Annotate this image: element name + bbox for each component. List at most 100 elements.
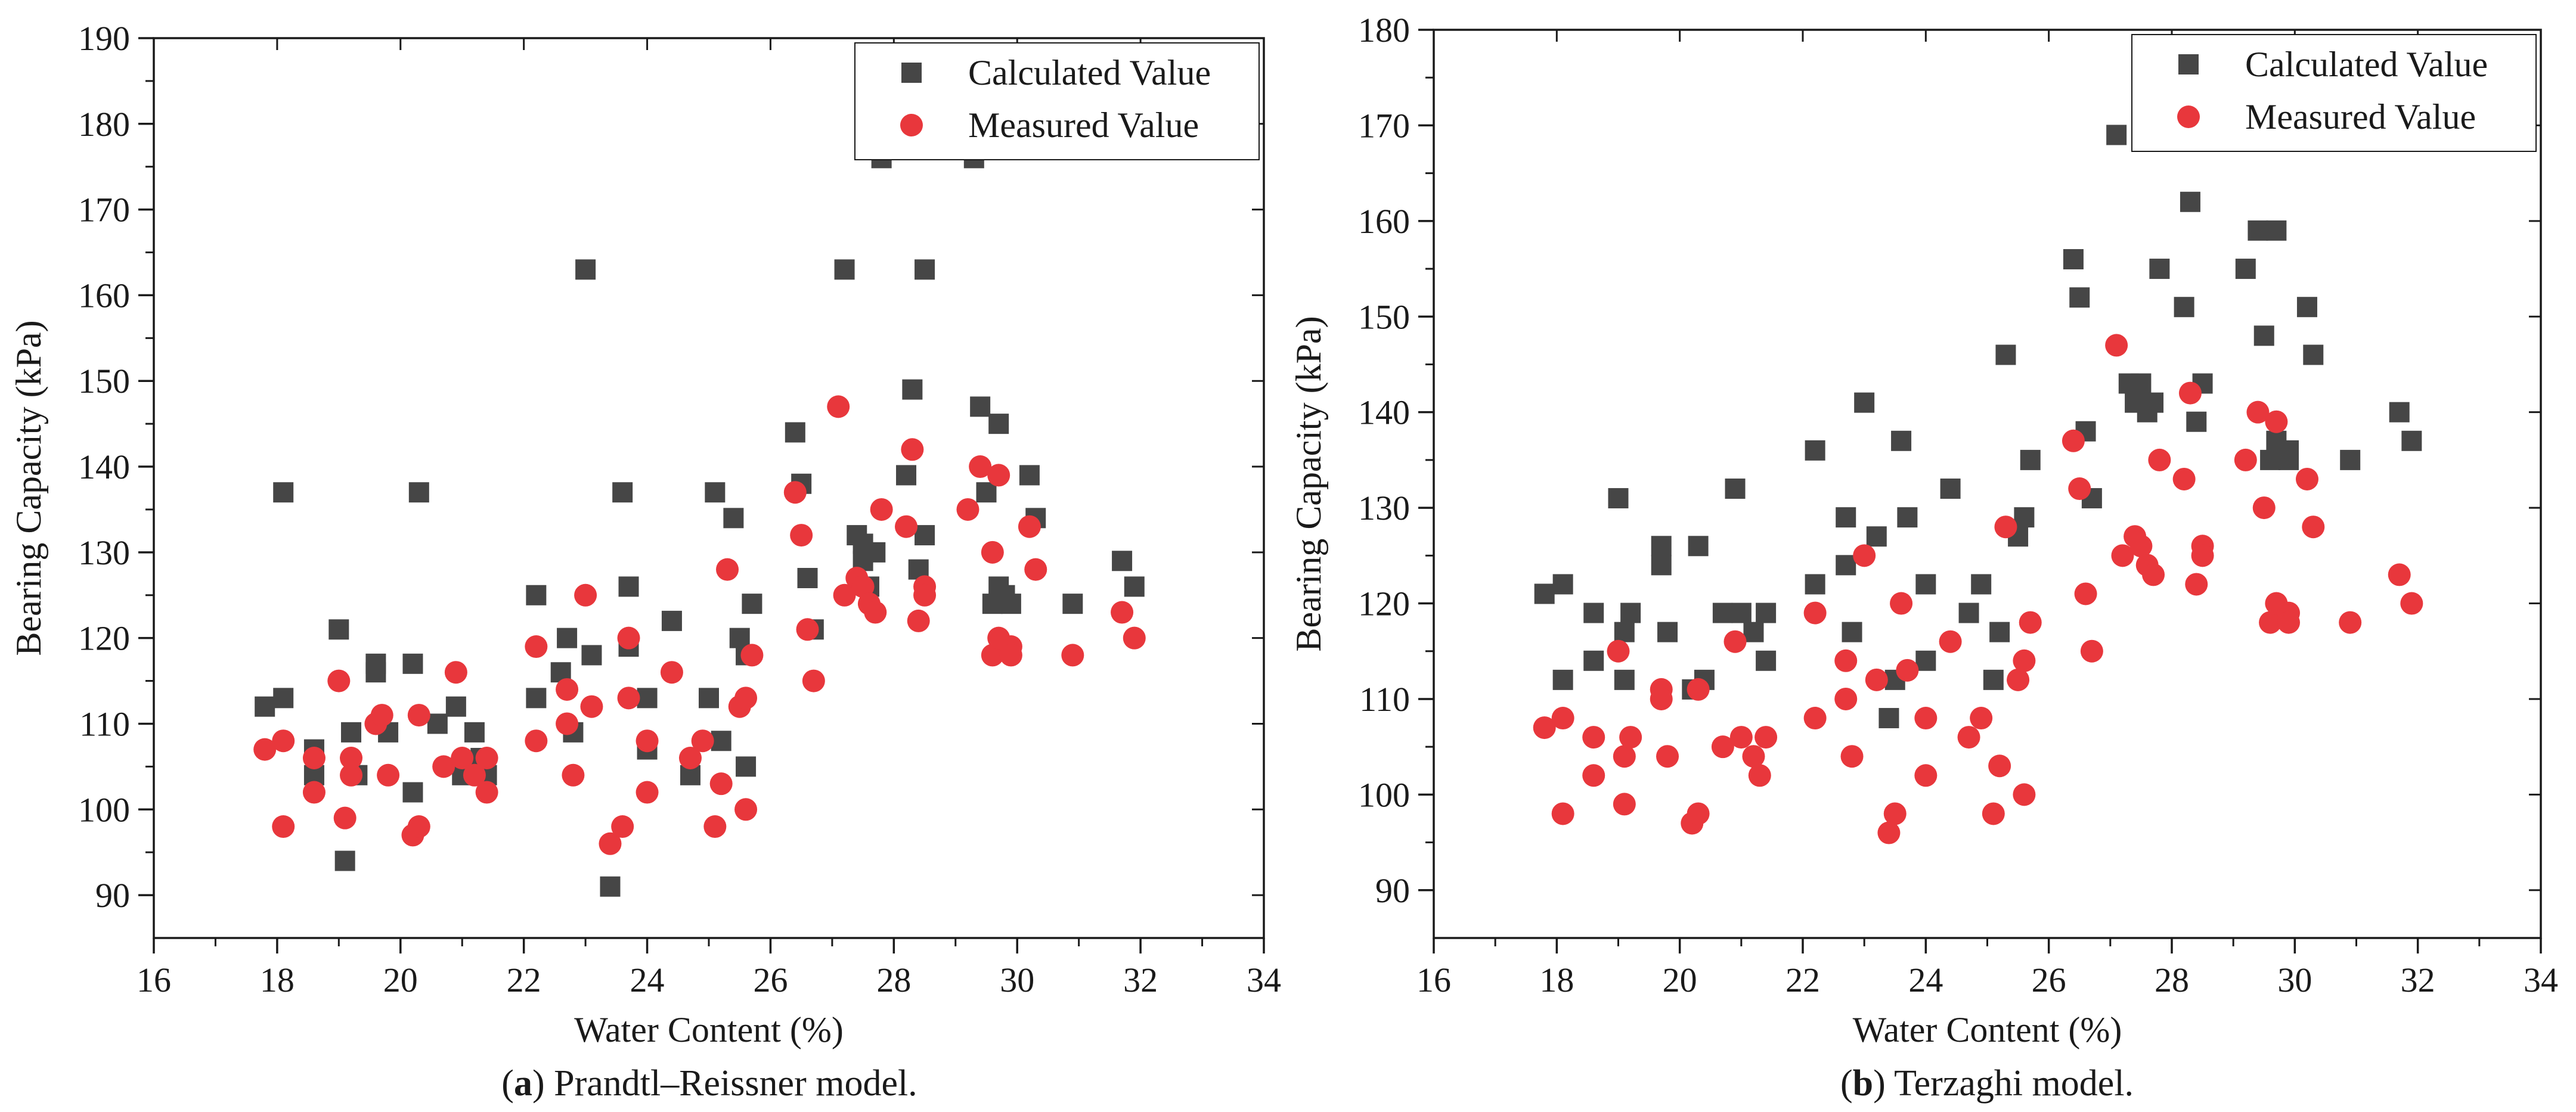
y-tick-label: 180 xyxy=(1358,11,1410,49)
data-point-measured xyxy=(1754,726,1778,749)
legend-marker-square xyxy=(901,63,922,83)
data-point-calculated xyxy=(1995,344,2016,365)
data-point-measured xyxy=(660,661,683,684)
data-point-calculated xyxy=(1866,526,1887,547)
data-point-calculated xyxy=(1583,650,1604,671)
data-point-calculated xyxy=(915,259,935,280)
data-point-calculated xyxy=(1062,594,1083,614)
data-point-calculated xyxy=(723,508,744,529)
series-measured-value xyxy=(253,395,1146,855)
x-tick-label: 32 xyxy=(1123,961,1158,999)
y-tick-label: 100 xyxy=(1358,775,1410,814)
data-point-measured xyxy=(2013,783,2036,806)
y-tick-label: 140 xyxy=(78,448,130,486)
data-point-measured xyxy=(340,747,363,769)
data-point-calculated xyxy=(1915,574,1936,595)
legend-label: Calculated Value xyxy=(968,53,1211,92)
data-point-measured xyxy=(556,712,579,735)
data-point-measured xyxy=(1582,764,1605,787)
legend: Calculated Value Measured Value xyxy=(854,42,1260,160)
data-point-measured xyxy=(2148,448,2171,471)
data-point-calculated xyxy=(1756,602,1777,623)
data-point-calculated xyxy=(445,696,466,717)
data-point-calculated xyxy=(1000,594,1021,614)
y-tick-label: 150 xyxy=(1358,297,1410,336)
data-point-calculated xyxy=(557,628,578,648)
series-calculated-value xyxy=(1534,125,2422,729)
data-point-calculated xyxy=(1688,536,1709,557)
data-point-measured xyxy=(2068,477,2091,501)
data-point-calculated xyxy=(1915,650,1936,671)
data-point-measured xyxy=(913,583,937,607)
data-point-measured xyxy=(969,455,992,479)
data-point-calculated xyxy=(2143,392,2164,413)
data-point-measured xyxy=(999,644,1022,667)
data-point-calculated xyxy=(1608,488,1629,509)
data-point-calculated xyxy=(2063,249,2084,270)
x-tick-label: 16 xyxy=(137,961,171,999)
x-tick-label: 32 xyxy=(2401,961,2435,999)
data-point-calculated xyxy=(1971,574,1992,595)
data-point-measured xyxy=(2019,611,2042,634)
data-point-measured xyxy=(796,618,819,641)
data-point-measured xyxy=(1533,716,1556,740)
legend-marker-circle xyxy=(900,114,923,136)
x-tick-label: 26 xyxy=(753,961,788,999)
data-point-measured xyxy=(833,583,856,607)
data-point-calculated xyxy=(1019,465,1040,486)
y-tick-label: 160 xyxy=(1358,202,1410,241)
data-point-measured xyxy=(1024,558,1047,581)
data-point-calculated xyxy=(2014,507,2035,528)
data-point-calculated xyxy=(797,568,818,588)
data-point-calculated xyxy=(464,722,485,743)
data-point-measured xyxy=(734,798,758,821)
caption-letter: a xyxy=(514,1063,532,1104)
data-point-measured xyxy=(2388,563,2411,586)
y-tick-label: 140 xyxy=(1358,393,1410,432)
data-point-calculated xyxy=(637,688,658,709)
x-tick-label: 28 xyxy=(2155,961,2189,999)
data-point-calculated xyxy=(1552,669,1573,690)
data-point-calculated xyxy=(1878,708,1899,729)
data-point-measured xyxy=(1061,644,1084,667)
y-tick-label: 90 xyxy=(95,876,130,915)
data-point-calculated xyxy=(2174,297,2194,318)
data-point-calculated xyxy=(1614,622,1635,642)
legend-label: Measured Value xyxy=(2245,97,2476,136)
y-tick-label: 130 xyxy=(78,533,130,572)
data-point-calculated xyxy=(273,688,294,709)
data-point-calculated xyxy=(600,876,621,897)
data-point-measured xyxy=(907,609,930,632)
data-point-measured xyxy=(1551,707,1574,730)
data-point-calculated xyxy=(1725,479,1746,499)
data-point-calculated xyxy=(896,465,917,486)
x-tick-label: 34 xyxy=(2524,961,2558,999)
data-point-calculated xyxy=(865,542,886,563)
x-tick-label: 22 xyxy=(507,961,541,999)
data-point-measured xyxy=(272,729,295,753)
data-point-measured xyxy=(703,815,727,838)
data-point-measured xyxy=(302,747,326,769)
panel-caption: (b) Terzaghi model. xyxy=(1840,1063,2134,1104)
data-point-calculated xyxy=(427,713,448,734)
caption-letter: b xyxy=(1853,1063,1873,1104)
data-point-measured xyxy=(1607,639,1630,663)
data-point-calculated xyxy=(2235,259,2256,279)
series-measured-value xyxy=(1533,334,2423,844)
data-point-measured xyxy=(377,763,400,787)
data-point-calculated xyxy=(1552,574,1573,595)
data-point-calculated xyxy=(1854,392,1875,413)
data-point-calculated xyxy=(1614,669,1635,690)
data-point-calculated xyxy=(2279,449,2299,470)
y-tick-label: 170 xyxy=(1358,106,1410,145)
x-tick-label: 22 xyxy=(1785,961,1820,999)
data-point-measured xyxy=(1896,658,1919,682)
data-point-measured xyxy=(2277,611,2301,634)
data-point-calculated xyxy=(526,585,547,605)
data-point-calculated xyxy=(1651,555,1672,576)
data-point-calculated xyxy=(1743,622,1764,642)
y-tick-label: 170 xyxy=(78,191,130,229)
data-point-calculated xyxy=(2131,373,2152,394)
data-point-measured xyxy=(1123,626,1146,650)
data-point-measured xyxy=(783,481,807,504)
